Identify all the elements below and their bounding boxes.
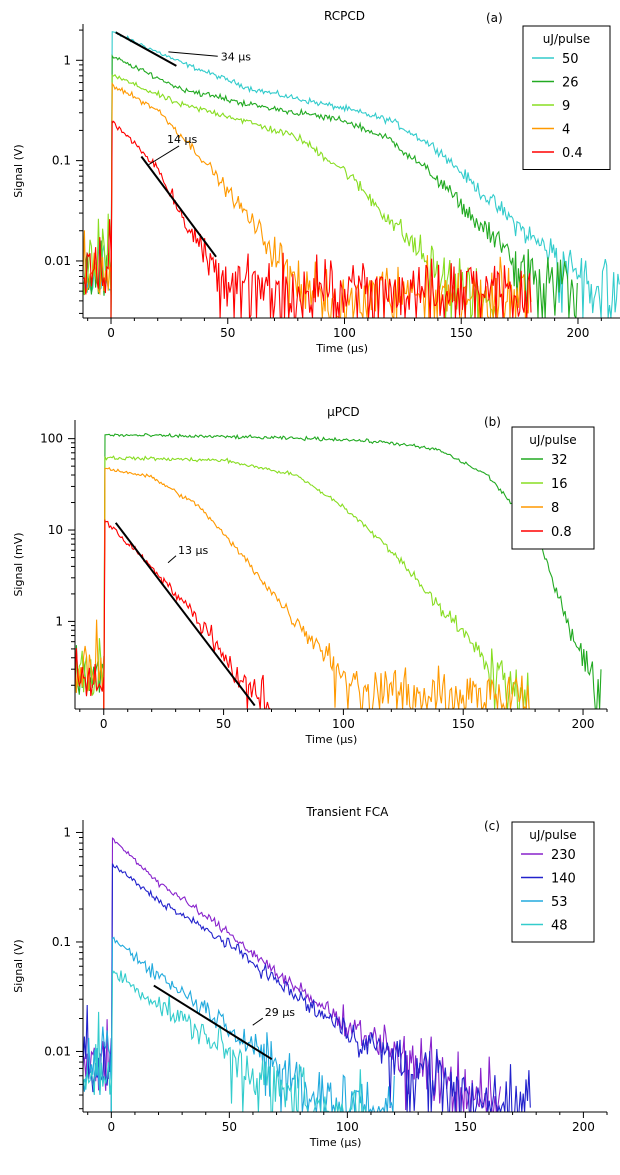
x-tick-label: 200 [572, 717, 595, 731]
x-axis-label: Time (µs) [309, 1136, 362, 1149]
series-line-16 [75, 455, 530, 709]
panel-label: (a) [486, 11, 503, 25]
series-line-140 [83, 863, 531, 1112]
y-axis-label: Signal (V) [12, 939, 25, 992]
traces [83, 31, 620, 318]
x-tick-label: 150 [454, 1120, 477, 1134]
y-tick-label: 1 [63, 825, 71, 839]
x-tick-label: 50 [220, 326, 235, 340]
y-tick-label: 1 [63, 53, 71, 67]
x-tick-label: 150 [450, 326, 473, 340]
fit-label: 14 µs [167, 133, 197, 146]
y-axis-label: Signal (V) [12, 144, 25, 197]
x-tick-label: 50 [216, 717, 231, 731]
fit-leader [167, 555, 177, 564]
chart-title: RCPCD [324, 9, 365, 23]
legend-title: uJ/pulse [543, 32, 590, 46]
legend-entry-16: 16 [551, 477, 568, 492]
legend-box [511, 426, 595, 550]
legend-entry-26: 26 [562, 76, 579, 91]
legend-entry-32: 32 [551, 453, 568, 468]
x-tick-label: 0 [107, 326, 115, 340]
legend: uJ/pulse 230 140 53 48 [511, 821, 595, 943]
legend-entry-4: 4 [562, 123, 570, 138]
x-axis-label: Time (µs) [305, 733, 358, 746]
legend-title: uJ/pulse [529, 828, 576, 842]
series-line-4 [83, 81, 532, 318]
series-line-0.4 [83, 120, 532, 318]
series-line-26 [83, 54, 578, 318]
series-line-230 [83, 837, 502, 1112]
traces [83, 837, 531, 1112]
fit-leader [148, 145, 180, 166]
legend-entry-230: 230 [551, 848, 576, 863]
legend-entry-0.8: 0.8 [551, 525, 572, 540]
legend-entry-140: 140 [551, 872, 576, 887]
x-axis-label: Time (µs) [315, 342, 368, 355]
chart-panel-b: 13 µs 0 50 100 150 200 1 10 100 Time (µs) Signal (… [12, 405, 608, 746]
y-tick-label: 0.01 [44, 1044, 71, 1058]
x-tick-label: 100 [333, 326, 356, 340]
fit-line [140, 155, 217, 258]
x-tick-label: 0 [108, 1120, 116, 1134]
fit-leader [252, 1017, 264, 1026]
x-tick-label: 200 [572, 1120, 595, 1134]
y-tick-label: 1 [55, 614, 63, 628]
fit-line [115, 31, 177, 67]
legend-box [511, 821, 595, 943]
fit-label: 34 µs [221, 50, 251, 63]
fit-line [153, 984, 273, 1061]
fit-label: 29 µs [265, 1006, 295, 1019]
y-axis-label: Signal (mV) [12, 532, 25, 596]
chart-panel-c: 29 µs 0 50 100 150 200 0.01 0.1 1 Time (µs) Signal… [12, 805, 608, 1149]
series-line-0.8 [75, 519, 271, 709]
y-tick-label: 0.1 [52, 935, 71, 949]
series-line-8 [75, 467, 530, 709]
x-tick-label: 200 [567, 326, 590, 340]
panel-label: (c) [484, 819, 500, 833]
legend-box [522, 25, 611, 170]
chart-title: Transient FCA [305, 805, 389, 819]
legend-entry-53: 53 [551, 895, 568, 910]
x-tick-label: 100 [336, 1120, 359, 1134]
y-tick-label: 0.01 [44, 254, 71, 268]
legend: uJ/pulse 50 26 9 4 0.4 [522, 25, 611, 170]
chart-title: µPCD [327, 405, 360, 419]
fit-label: 13 µs [178, 544, 208, 557]
legend-entry-9: 9 [562, 99, 570, 114]
y-tick-label: 10 [48, 523, 63, 537]
legend-entry-48: 48 [551, 919, 568, 934]
chart-panel-a: 34 µs 14 µs 0 50 100 150 200 0.01 0.1 1 Time (µs) S… [12, 9, 620, 355]
legend-entry-50: 50 [562, 52, 579, 67]
y-tick-label: 0.1 [52, 154, 71, 168]
fit-leader [168, 51, 218, 57]
legend-entry-0.4: 0.4 [562, 146, 583, 161]
series-line-50 [83, 31, 620, 318]
series-line-53 [83, 936, 395, 1112]
fit-line [114, 522, 256, 707]
legend-entry-8: 8 [551, 501, 559, 516]
series-line-48 [83, 970, 371, 1112]
legend: uJ/pulse 32 16 8 0.8 [511, 426, 595, 550]
x-tick-label: 50 [222, 1120, 237, 1134]
panel-label: (b) [484, 415, 501, 429]
legend-title: uJ/pulse [529, 433, 576, 447]
y-tick-label: 100 [40, 432, 63, 446]
x-tick-label: 100 [332, 717, 355, 731]
x-tick-label: 150 [452, 717, 475, 731]
x-tick-label: 0 [100, 717, 108, 731]
